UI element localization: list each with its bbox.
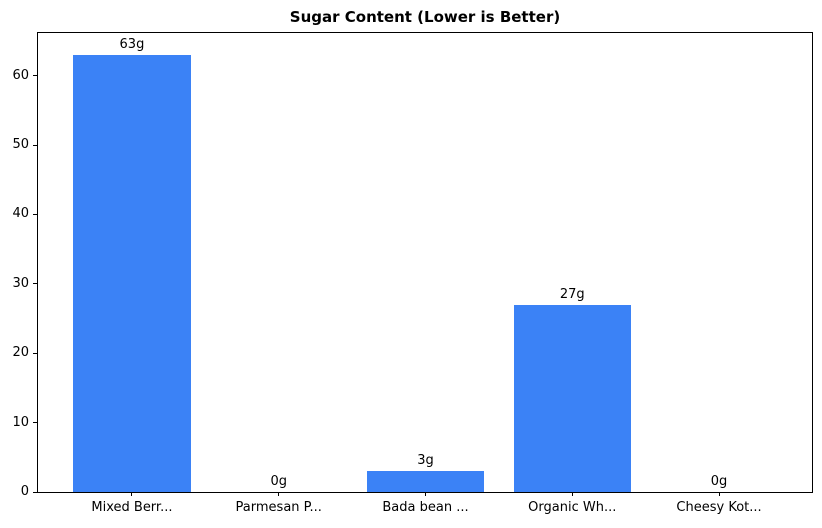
bar-value-label: 3g <box>417 453 434 469</box>
y-tick-mark <box>33 283 37 285</box>
bar <box>366 471 485 492</box>
y-tick-mark <box>33 352 37 354</box>
x-tick-mark <box>131 492 133 496</box>
x-tick-mark <box>571 492 573 496</box>
y-tick-label: 40 <box>12 206 29 222</box>
y-tick-mark <box>33 213 37 215</box>
chart-title: Sugar Content (Lower is Better) <box>289 8 561 26</box>
x-tick-label: Parmesan P... <box>235 500 322 515</box>
y-tick-mark <box>33 422 37 424</box>
y-tick-mark <box>33 75 37 77</box>
y-tick-label: 10 <box>12 414 29 430</box>
x-tick-mark <box>278 492 280 496</box>
plot-area: 0 10 20 30 40 50 60 63g Mixed Berr... 0g Parmesan … <box>12 32 813 515</box>
x-tick-mark <box>425 492 426 496</box>
y-tick-label: 20 <box>12 345 29 361</box>
bar-value-label: 0g <box>270 474 287 489</box>
bar-value-label: 0g <box>710 474 728 489</box>
bar <box>513 304 631 492</box>
bar-value-label: 63g <box>119 36 145 52</box>
x-tick-label: Bada bean ... <box>382 500 469 515</box>
x-tick-label: Organic Wh... <box>528 500 617 515</box>
bar <box>73 54 191 492</box>
y-tick-label: 50 <box>12 137 29 153</box>
y-tick-mark <box>33 491 37 493</box>
x-tick-mark <box>718 492 720 496</box>
bar-value-label: 27g <box>559 286 585 302</box>
y-tick-label: 60 <box>12 67 29 83</box>
y-tick-mark <box>33 144 37 146</box>
y-tick-label: 30 <box>12 275 29 291</box>
y-tick-label: 0 <box>20 484 29 499</box>
x-tick-label: Cheesy Kot... <box>676 500 762 515</box>
x-tick-label: Mixed Berr... <box>91 500 173 515</box>
